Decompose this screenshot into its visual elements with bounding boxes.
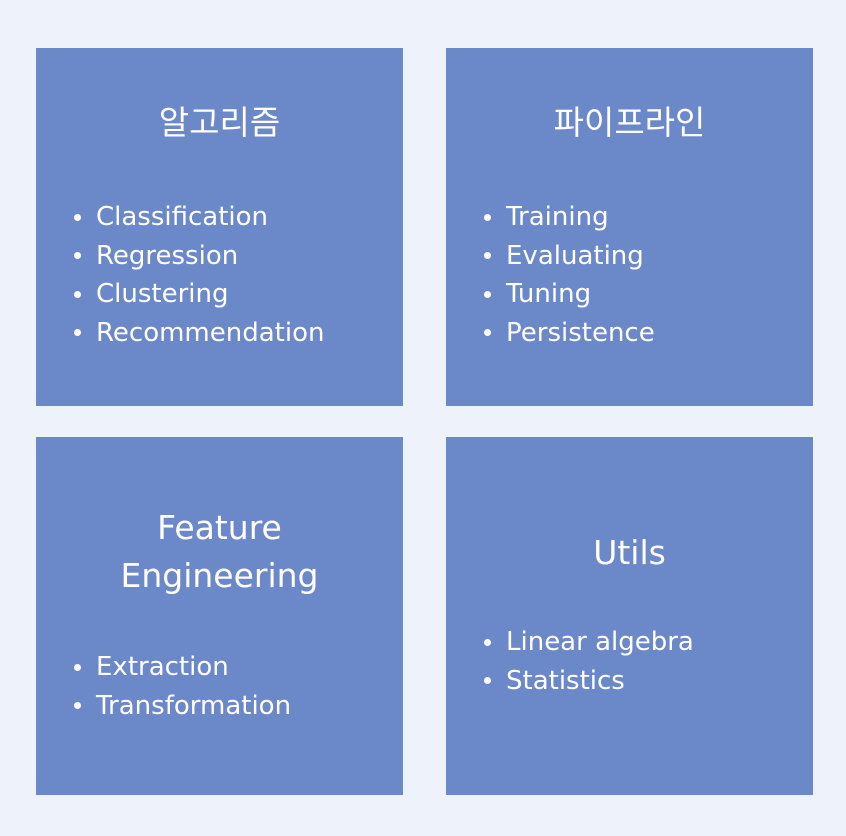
list-item-label: Tuning (506, 279, 592, 309)
list-item: Transformation (74, 687, 291, 726)
list-item-label: Evaluating (506, 240, 644, 271)
list-item: Classification (74, 198, 324, 237)
list-item: Clustering (74, 275, 324, 314)
card-utils: Utils Linear algebra Statistics (446, 437, 813, 795)
bullet-icon (484, 290, 491, 298)
card-title: Feature Engineering (120, 508, 319, 595)
bullet-icon (484, 213, 491, 221)
list-item-label: Classification (96, 202, 269, 232)
bullet-icon (74, 290, 81, 298)
bullet-icon (484, 638, 491, 646)
list-item: Training (484, 198, 655, 237)
list-item: Statistics (484, 662, 694, 701)
list-item: Persistence (484, 314, 655, 353)
card-title: Utils (593, 533, 666, 572)
list-item-label: Extraction (96, 652, 229, 682)
list-item-label: Training (506, 202, 609, 232)
bullet-icon (74, 663, 81, 671)
card-feature-engineering: Feature Engineering Extraction Transform… (36, 437, 403, 795)
card-list: Classification Regression Clustering Rec… (74, 198, 324, 352)
card-list: Extraction Transformation (74, 648, 291, 725)
card-algorithms: 알고리즘 Classification Regression Clusterin… (36, 48, 403, 406)
list-item-label: Transformation (96, 690, 292, 721)
card-list: Linear algebra Statistics (484, 623, 694, 700)
bullet-icon (484, 252, 491, 260)
bullet-icon (74, 329, 81, 337)
list-item-label: Recommendation (96, 317, 325, 348)
bullet-icon (74, 213, 81, 221)
list-item-label: Clustering (96, 279, 229, 309)
bullet-icon (484, 677, 491, 685)
bullet-icon (74, 702, 81, 710)
bullet-icon (74, 252, 81, 260)
list-item: Recommendation (74, 314, 324, 353)
card-pipelines: 파이프라인 Training Evaluating Tuning Persist… (446, 48, 813, 406)
list-item-label: Linear algebra (506, 627, 694, 657)
list-item: Evaluating (484, 237, 655, 276)
list-item-label: Persistence (506, 317, 655, 348)
list-item-label: Statistics (506, 665, 625, 696)
list-item: Linear algebra (484, 623, 694, 662)
list-item-label: Regression (96, 240, 239, 271)
bullet-icon (484, 329, 491, 337)
card-title: 파이프라인 (553, 103, 706, 142)
list-item: Tuning (484, 275, 655, 314)
list-item: Extraction (74, 648, 291, 687)
card-title: 알고리즘 (158, 103, 281, 142)
card-list: Training Evaluating Tuning Persistence (484, 198, 655, 352)
list-item: Regression (74, 237, 324, 276)
